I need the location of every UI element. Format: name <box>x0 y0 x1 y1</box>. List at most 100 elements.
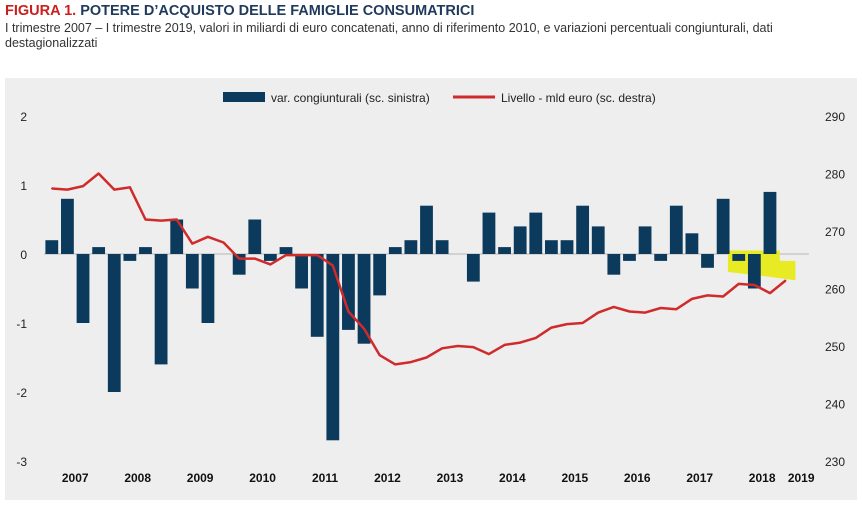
line-point-2015Q1 <box>550 326 553 329</box>
bar-2007Q4 <box>92 247 106 254</box>
bar-2012Q3 <box>388 247 402 254</box>
line-point-2010Q4 <box>285 254 287 256</box>
bar-2012Q1 <box>357 254 371 344</box>
line-point-2014Q2 <box>503 344 506 346</box>
x-year-tick: 2019 <box>788 471 815 485</box>
figure-number: FIGURA 1. <box>5 3 77 19</box>
bar-2015Q2 <box>560 240 574 254</box>
x-year-tick: 2013 <box>437 471 464 485</box>
bar-2009Q2 <box>185 254 199 289</box>
line-point-2007Q1 <box>51 187 53 190</box>
bar-2017Q4 <box>716 198 730 254</box>
line-point-2012Q2 <box>378 354 381 357</box>
bar-2016Q4 <box>654 254 668 261</box>
line-point-2013Q4 <box>472 346 475 348</box>
line-point-2014Q4 <box>534 337 537 339</box>
line-point-2015Q4 <box>597 311 600 314</box>
x-year-tick: 2015 <box>561 471 588 485</box>
bar-2011Q4 <box>342 254 355 330</box>
line-point-2012Q3 <box>394 363 397 366</box>
bar-2009Q3 <box>201 254 215 323</box>
line-point-2014Q1 <box>488 353 490 355</box>
bar-2010Q2 <box>248 219 262 254</box>
chart-area: 2 1 0 -1 -2 -3 290 280 270 260 250 240 230 2007 2008 20… <box>5 78 857 500</box>
level-line <box>51 172 787 366</box>
bar-2007Q3 <box>76 254 90 323</box>
line-point-2009Q2 <box>191 242 194 245</box>
bar-2017Q3 <box>701 254 714 268</box>
bar-2008Q3 <box>139 247 152 254</box>
figure-title: FIGURA 1. POTERE D’ACQUISTO DELLE FAMIGL… <box>5 2 857 20</box>
x-year-tick: 2014 <box>499 471 526 485</box>
y-right-tick: 240 <box>825 398 845 412</box>
line-point-2010Q1 <box>238 257 240 260</box>
bar-2011Q1 <box>295 254 309 289</box>
bar-2015Q4 <box>591 226 605 254</box>
line-point-2018Q1 <box>737 283 740 285</box>
bar-2017Q2 <box>685 233 699 254</box>
line-point-2015Q3 <box>581 322 584 324</box>
bar-2007Q2 <box>61 198 74 254</box>
bar-2016Q1 <box>607 254 621 275</box>
line-point-2014Q3 <box>519 341 521 344</box>
bar-2014Q3 <box>513 226 527 254</box>
x-year-tick: 2011 <box>312 471 338 485</box>
line-point-2011Q1 <box>300 254 303 256</box>
line-point-2018Q3 <box>769 292 771 294</box>
line-point-2013Q2 <box>441 347 443 350</box>
bar-2014Q1 <box>482 212 496 254</box>
bar-2011Q2 <box>310 254 324 337</box>
y-left-tick: -1 <box>16 317 27 331</box>
bar-2007Q1 <box>45 240 59 254</box>
line-point-2016Q1 <box>613 306 615 308</box>
line-point-2017Q2 <box>691 298 693 300</box>
y-left-tick: -2 <box>16 386 27 400</box>
y-right-tick: 290 <box>825 110 845 124</box>
bar-2012Q4 <box>404 240 418 254</box>
bar-2008Q1 <box>107 254 121 392</box>
bar-2014Q4 <box>529 212 543 254</box>
legend-swatch-bars <box>223 92 265 102</box>
line-point-2007Q4 <box>97 172 100 175</box>
bar-2013Q2 <box>435 240 449 254</box>
x-year-tick: 2008 <box>124 471 151 485</box>
line-point-2009Q3 <box>207 235 209 238</box>
legend-label-bars: var. congiunturali (sc. sinistra) <box>271 91 430 105</box>
line-point-2016Q4 <box>659 307 662 309</box>
bar-2009Q1 <box>170 219 184 254</box>
line-point-2017Q4 <box>722 295 724 298</box>
line-point-2011Q4 <box>347 310 350 313</box>
line-point-2016Q3 <box>644 311 646 314</box>
figure-title-text: POTERE D’ACQUISTO DELLE FAMIGLIE CONSUMA… <box>80 3 475 19</box>
bar-2016Q3 <box>638 226 652 254</box>
bar-2010Q4 <box>279 247 293 254</box>
y-right-tick: 260 <box>825 283 845 297</box>
bar-2008Q4 <box>154 254 168 365</box>
bar-2013Q1 <box>420 205 433 254</box>
bar-2015Q3 <box>576 205 590 254</box>
line-group <box>51 172 787 366</box>
bars-group <box>45 191 777 441</box>
y-right-tick: 270 <box>825 225 845 239</box>
x-year-tick: 2010 <box>249 471 276 485</box>
x-year-tick: 2018 <box>749 471 776 485</box>
line-point-2018Q2 <box>753 284 756 286</box>
chart-svg: 2 1 0 -1 -2 -3 290 280 270 260 250 240 230 2007 2008 20… <box>16 91 845 485</box>
bar-2015Q1 <box>544 240 558 254</box>
y-right-tick: 250 <box>825 340 845 354</box>
line-point-2011Q3 <box>332 264 334 267</box>
bar-2012Q2 <box>373 254 387 296</box>
y-left-tick: -3 <box>16 455 27 469</box>
y-right-tick: 280 <box>825 168 845 182</box>
bar-2018Q2 <box>747 254 761 289</box>
bar-2011Q3 <box>326 254 340 441</box>
line-point-2012Q4 <box>410 361 412 363</box>
line-point-2017Q1 <box>675 308 678 310</box>
bar-2018Q1 <box>732 254 746 261</box>
legend: var. congiunturali (sc. sinistra) Livell… <box>223 91 656 105</box>
line-point-2010Q3 <box>269 263 272 266</box>
line-point-2015Q2 <box>566 323 568 325</box>
line-point-2010Q2 <box>253 257 256 260</box>
bar-2014Q2 <box>498 247 511 254</box>
bar-2016Q2 <box>623 254 636 261</box>
